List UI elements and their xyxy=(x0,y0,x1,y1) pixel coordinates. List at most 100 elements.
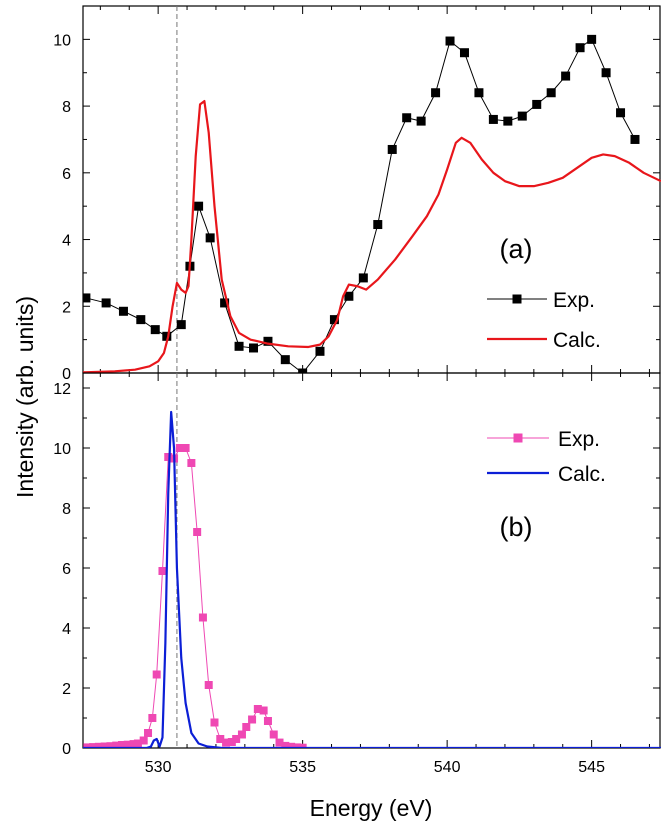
y-tick-label: 8 xyxy=(62,99,71,116)
data-point xyxy=(561,71,571,81)
data-point xyxy=(249,343,259,353)
data-point xyxy=(242,723,251,731)
data-point xyxy=(222,738,231,747)
data-point xyxy=(205,233,215,243)
panel-b: 530 535 540 545 0 2 4 6 8 10 12 (b) Exp. Calc. xyxy=(53,372,661,776)
data-point xyxy=(232,735,241,743)
data-point xyxy=(263,717,272,725)
data-point xyxy=(601,68,611,78)
data-point xyxy=(402,113,412,123)
data-point xyxy=(275,738,284,747)
data-point xyxy=(298,743,307,748)
data-point xyxy=(329,315,339,325)
data-point xyxy=(83,293,91,303)
data-point xyxy=(281,741,290,748)
data-point xyxy=(259,706,268,715)
legend-label: Calc. xyxy=(558,463,606,486)
legend-marker xyxy=(512,294,522,304)
series-group xyxy=(83,34,661,373)
legend: Exp. Calc. xyxy=(487,289,601,352)
data-point xyxy=(546,88,556,98)
data-point xyxy=(164,453,173,461)
data-point xyxy=(210,718,219,727)
data-point xyxy=(150,325,160,335)
legend: Exp. Calc. xyxy=(487,428,606,486)
data-point xyxy=(176,320,186,330)
data-point xyxy=(94,742,103,748)
data-point xyxy=(263,336,273,346)
x-tick-label: 535 xyxy=(289,759,316,776)
data-point xyxy=(474,88,484,98)
y-tick-label: 12 xyxy=(53,381,71,398)
y-tick-label: 6 xyxy=(62,561,71,578)
data-point xyxy=(133,739,142,748)
y-tick-label: 4 xyxy=(62,621,71,638)
data-point xyxy=(152,670,161,679)
y-tick-label: 0 xyxy=(62,366,71,383)
data-point xyxy=(459,48,469,58)
data-point xyxy=(118,306,128,316)
y-tick-label: 0 xyxy=(62,741,71,758)
data-point xyxy=(587,34,597,44)
data-point xyxy=(175,444,184,452)
data-point xyxy=(118,741,127,748)
data-point xyxy=(488,114,498,124)
data-point xyxy=(237,730,246,739)
data-point xyxy=(575,43,585,53)
data-point xyxy=(112,741,121,748)
data-point xyxy=(158,567,167,575)
data-point xyxy=(144,729,153,737)
y-tick-label: 2 xyxy=(62,681,71,698)
data-point xyxy=(234,341,244,351)
data-point xyxy=(280,355,290,365)
data-point xyxy=(220,298,230,308)
data-point xyxy=(445,36,455,46)
y-tick-label: 2 xyxy=(62,299,71,316)
data-point xyxy=(292,743,301,748)
data-point xyxy=(630,134,640,144)
y-tick-label: 10 xyxy=(53,32,71,49)
data-point xyxy=(148,714,157,722)
panel-label: (b) xyxy=(500,512,533,542)
data-point xyxy=(204,681,213,689)
data-point xyxy=(248,715,257,724)
panel-a: 0 2 4 6 8 10 (a) Exp. Calc. xyxy=(53,5,661,383)
y-axis-title: Intensity (arb. units) xyxy=(12,296,38,498)
data-point xyxy=(106,742,115,748)
data-point xyxy=(431,88,441,98)
data-point xyxy=(532,99,542,109)
data-point xyxy=(373,220,383,230)
data-point xyxy=(358,273,368,283)
data-point xyxy=(269,730,278,739)
panel-label: (a) xyxy=(500,234,533,264)
data-point xyxy=(198,613,207,622)
series-group xyxy=(83,410,661,748)
data-point xyxy=(187,459,196,467)
y-tick-label: 4 xyxy=(62,233,71,250)
data-point xyxy=(616,108,626,118)
data-point xyxy=(181,444,190,452)
x-axis-title: Energy (eV) xyxy=(310,795,433,821)
series-line-calc xyxy=(83,410,661,748)
legend-label: Exp. xyxy=(553,289,595,312)
data-point xyxy=(315,346,325,356)
data-point xyxy=(227,738,236,746)
data-point xyxy=(298,368,308,373)
data-point xyxy=(136,315,146,325)
legend-label: Exp. xyxy=(558,428,600,451)
data-point xyxy=(216,735,225,743)
data-point xyxy=(517,111,527,121)
y-tick-label: 10 xyxy=(53,441,71,458)
data-point xyxy=(139,736,148,745)
legend-marker xyxy=(513,433,523,443)
legend-label: Calc. xyxy=(553,329,601,352)
x-tick-label: 540 xyxy=(434,759,461,776)
x-tick-label: 530 xyxy=(145,759,172,776)
data-point xyxy=(123,740,132,748)
data-point xyxy=(253,705,262,713)
y-tick-label: 6 xyxy=(62,166,71,183)
y-tick-label: 8 xyxy=(62,501,71,518)
data-point xyxy=(101,298,111,308)
data-point xyxy=(503,116,513,126)
series-line-exp xyxy=(87,447,303,748)
